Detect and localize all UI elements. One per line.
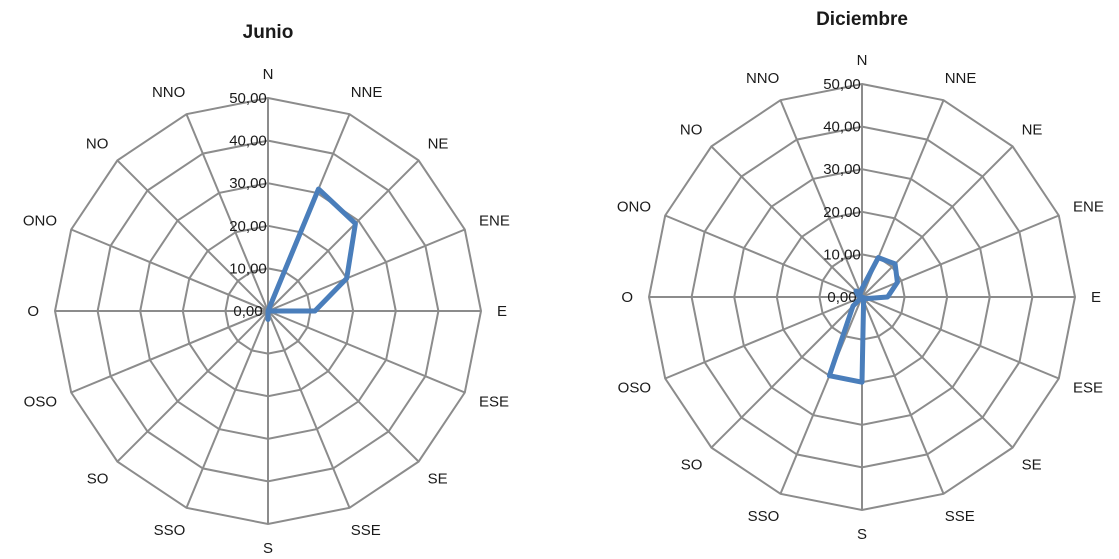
- tick-label: 30,00: [823, 161, 861, 178]
- grid-spoke: [779, 99, 863, 298]
- tick-label: 50,00: [229, 90, 267, 107]
- direction-label-o: O: [621, 289, 633, 306]
- direction-label-e: E: [497, 303, 507, 320]
- grid-spoke: [267, 159, 420, 312]
- direction-label-se: SE: [428, 471, 448, 488]
- chart-junio: Junio 0,0010,0020,0030,0040,0050,00NNNEN…: [23, 22, 510, 557]
- direction-label-no: NO: [86, 135, 109, 152]
- grid-spoke: [861, 296, 1060, 380]
- direction-label-ene: ENE: [479, 212, 510, 229]
- grid-spoke: [861, 145, 1014, 298]
- direction-label-nno: NNO: [746, 70, 779, 87]
- chart-title: Diciembre: [816, 9, 908, 30]
- grid-spoke: [70, 310, 269, 394]
- direction-label-n: N: [857, 52, 868, 69]
- grid: [647, 82, 1077, 512]
- direction-label-sso: SSO: [748, 508, 780, 525]
- direction-label-s: S: [857, 526, 867, 543]
- direction-label-n: N: [263, 66, 274, 83]
- grid-spoke: [267, 310, 466, 394]
- grid-spoke: [70, 228, 269, 312]
- direction-label-so: SO: [681, 457, 703, 474]
- direction-label-nno: NNO: [152, 84, 185, 101]
- grid-spoke: [185, 310, 269, 509]
- direction-label-nne: NNE: [351, 84, 383, 101]
- direction-label-ene: ENE: [1073, 198, 1104, 215]
- tick-label: 20,00: [229, 218, 267, 235]
- series-line: [826, 255, 900, 385]
- direction-label-sso: SSO: [154, 522, 186, 539]
- grid: [53, 96, 483, 526]
- tick-label: 10,00: [229, 260, 267, 277]
- direction-label-se: SE: [1022, 457, 1042, 474]
- grid-spoke: [267, 310, 420, 463]
- tick-label: 0,00: [827, 289, 856, 306]
- chart-diciembre: Diciembre 0,0010,0020,0030,0040,0050,00N…: [617, 9, 1104, 543]
- tick-label: 40,00: [823, 119, 861, 136]
- chart-title: Junio: [243, 22, 294, 43]
- grid-spoke: [267, 310, 351, 509]
- grid-spoke: [779, 296, 863, 495]
- tick-label: 20,00: [823, 204, 861, 221]
- grid-spoke: [267, 228, 466, 312]
- tick-label: 30,00: [229, 175, 267, 192]
- grid-spoke: [664, 214, 863, 298]
- direction-label-ono: ONO: [23, 212, 57, 229]
- grid-spoke: [710, 296, 863, 449]
- direction-label-ne: NE: [428, 135, 449, 152]
- direction-labels: N NNE NE ENE E ESE SE SSE S SSO SO OSO O ONO NO NNO: [23, 66, 510, 557]
- tick-label: 50,00: [823, 76, 861, 93]
- direction-label-no: NO: [680, 121, 703, 138]
- grid-spoke: [116, 159, 269, 312]
- direction-label-s: S: [263, 540, 273, 557]
- direction-label-oso: OSO: [24, 394, 57, 411]
- direction-label-so: SO: [87, 471, 109, 488]
- direction-label-sse: SSE: [945, 508, 975, 525]
- direction-label-oso: OSO: [618, 380, 651, 397]
- tick-label: 10,00: [823, 246, 861, 263]
- grid-spoke: [710, 145, 863, 298]
- grid-spoke: [185, 113, 269, 312]
- direction-label-nne: NNE: [945, 70, 977, 87]
- direction-label-o: O: [27, 303, 39, 320]
- grid-spoke: [861, 296, 945, 495]
- direction-label-ese: ESE: [479, 394, 509, 411]
- tick-labels: 0,00 10,00 20,00 30,00 40,00 50,00: [229, 90, 267, 320]
- tick-labels: 0,00 10,00 20,00 30,00 40,00 50,00: [823, 76, 861, 306]
- direction-label-ese: ESE: [1073, 380, 1103, 397]
- direction-label-ne: NE: [1022, 121, 1043, 138]
- grid-spoke: [664, 296, 863, 380]
- direction-label-ono: ONO: [617, 198, 651, 215]
- grid-spoke: [116, 310, 269, 463]
- series-line: [265, 186, 358, 322]
- direction-label-e: E: [1091, 289, 1101, 306]
- grid-spoke: [861, 296, 1014, 449]
- tick-label: 0,00: [233, 303, 262, 320]
- direction-labels: N NNE NE ENE E ESE SE SSE S SSO SO OSO O ONO NO NNO: [617, 52, 1104, 543]
- tick-label: 40,00: [229, 133, 267, 150]
- direction-label-sse: SSE: [351, 522, 381, 539]
